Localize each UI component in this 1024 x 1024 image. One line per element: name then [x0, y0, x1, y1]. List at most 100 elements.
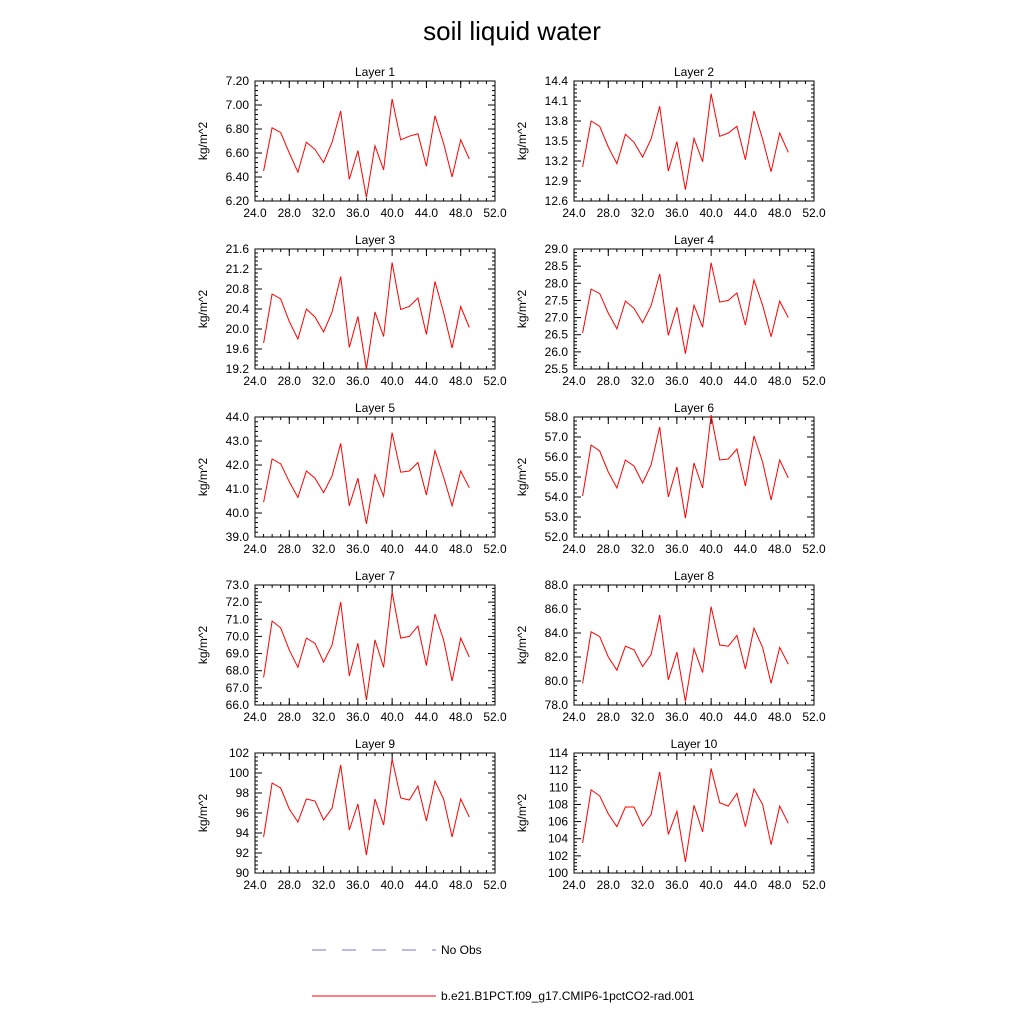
y-tick-label: 14.4 [545, 74, 569, 88]
x-tick-label: 40.0 [699, 374, 723, 388]
y-tick-label: 27.5 [545, 293, 569, 307]
y-tick-label: 112 [549, 763, 568, 777]
x-tick-label: 24.0 [243, 542, 267, 556]
x-tick-label: 40.0 [699, 206, 723, 220]
x-tick-label: 40.0 [380, 206, 404, 220]
y-tick-label: 58.0 [545, 410, 569, 424]
series-line [263, 262, 470, 370]
x-tick-label: 24.0 [562, 374, 586, 388]
y-axis-label: kg/m^2 [515, 626, 529, 665]
y-tick-label: 20.8 [226, 282, 250, 296]
x-tick-label: 52.0 [802, 542, 826, 556]
y-tick-label: 6.80 [226, 122, 250, 136]
x-tick-label: 28.0 [597, 374, 621, 388]
y-tick-label: 110 [549, 780, 568, 794]
y-tick-label: 21.2 [226, 262, 250, 276]
panel-layer-9: Layer 9 kg/m^2 24.0 28.0 32.0 36.0 40.0 44.0 48.… [196, 737, 507, 892]
x-tick-label: 48.0 [768, 374, 792, 388]
y-tick-label: 13.2 [545, 154, 569, 168]
x-tick-label: 28.0 [597, 710, 621, 724]
panel-layer-3: Layer 3 kg/m^2 24.0 28.0 32.0 36.0 40.0 44.0 48.… [196, 233, 507, 388]
x-tick-label: 28.0 [278, 878, 302, 892]
panel-layer-7: Layer 7 kg/m^2 24.0 28.0 32.0 36.0 40.0 44.0 48.… [196, 569, 507, 724]
y-tick-label: 71.0 [226, 612, 250, 626]
y-tick-label: 102 [229, 746, 249, 760]
x-tick-label: 52.0 [802, 878, 826, 892]
x-tick-label: 36.0 [346, 374, 370, 388]
y-tick-label: 68.0 [226, 664, 250, 678]
x-tick-label: 52.0 [483, 710, 507, 724]
y-tick-label: 26.0 [545, 345, 569, 359]
series-line [582, 606, 789, 702]
x-tick-label: 24.0 [562, 542, 586, 556]
series-line [582, 768, 789, 862]
x-tick-label: 32.0 [631, 878, 655, 892]
series-line [582, 262, 789, 354]
y-tick-label: 102 [548, 849, 568, 863]
y-tick-label: 80.0 [545, 674, 569, 688]
y-tick-label: 20.4 [226, 302, 250, 316]
plot-frame [254, 752, 496, 874]
x-tick-label: 36.0 [665, 710, 689, 724]
x-tick-label: 32.0 [312, 878, 336, 892]
y-tick-label: 28.5 [545, 259, 569, 273]
y-tick-label: 69.0 [226, 647, 250, 661]
y-tick-label: 19.6 [226, 342, 250, 356]
series-line [263, 591, 470, 700]
y-tick-label: 72.0 [226, 595, 250, 609]
x-tick-label: 44.0 [415, 542, 439, 556]
x-tick-label: 32.0 [312, 374, 336, 388]
y-tick-label: 7.20 [226, 74, 250, 88]
x-tick-label: 40.0 [699, 878, 723, 892]
y-tick-label: 55.0 [545, 470, 569, 484]
y-tick-label: 73.0 [226, 578, 250, 592]
y-tick-label: 82.0 [545, 650, 569, 664]
x-tick-label: 36.0 [346, 878, 370, 892]
x-tick-label: 44.0 [734, 710, 758, 724]
x-tick-label: 32.0 [312, 206, 336, 220]
y-tick-label: 19.2 [226, 362, 250, 376]
y-tick-label: 86.0 [545, 602, 569, 616]
y-axis-label: kg/m^2 [196, 290, 210, 329]
y-tick-label: 13.8 [545, 114, 569, 128]
legend-label-run: b.e21.B1PCT.f09_g17.CMIP6-1pctCO2-rad.00… [441, 989, 695, 1003]
y-tick-label: 78.0 [545, 698, 569, 712]
y-tick-label: 94 [236, 826, 250, 840]
x-tick-label: 28.0 [278, 710, 302, 724]
y-tick-label: 108 [548, 797, 568, 811]
panel-title: Layer 3 [355, 233, 395, 247]
x-tick-label: 36.0 [346, 542, 370, 556]
x-tick-label: 24.0 [243, 206, 267, 220]
y-tick-label: 88.0 [545, 578, 569, 592]
y-tick-label: 66.0 [226, 698, 250, 712]
x-tick-label: 32.0 [631, 710, 655, 724]
x-tick-label: 52.0 [483, 206, 507, 220]
x-tick-label: 48.0 [768, 206, 792, 220]
panel-title: Layer 10 [671, 737, 718, 751]
panel-title: Layer 1 [355, 65, 395, 79]
y-tick-label: 28.0 [545, 276, 569, 290]
y-tick-label: 29.0 [545, 242, 569, 256]
x-tick-label: 52.0 [483, 374, 507, 388]
x-tick-label: 32.0 [312, 542, 336, 556]
x-tick-label: 24.0 [562, 206, 586, 220]
x-tick-label: 40.0 [380, 878, 404, 892]
x-tick-label: 44.0 [734, 878, 758, 892]
panel-title: Layer 2 [674, 65, 714, 79]
y-tick-label: 56.0 [545, 450, 569, 464]
x-tick-label: 28.0 [278, 374, 302, 388]
series-line [263, 432, 470, 524]
panel-title: Layer 6 [674, 401, 714, 415]
y-tick-label: 41.0 [226, 482, 250, 496]
series-line [582, 414, 789, 519]
y-tick-label: 25.5 [545, 362, 569, 376]
y-tick-label: 6.20 [226, 194, 250, 208]
y-tick-label: 6.60 [226, 146, 250, 160]
x-tick-label: 52.0 [802, 374, 826, 388]
x-tick-label: 28.0 [278, 542, 302, 556]
y-tick-label: 57.0 [545, 430, 569, 444]
panel-layer-4: Layer 4 kg/m^2 24.0 28.0 32.0 36.0 40.0 44.0 48.… [515, 233, 826, 388]
y-tick-label: 70.0 [226, 629, 250, 643]
legend: No Obs b.e21.B1PCT.f09_g17.CMIP6-1pctCO2… [312, 943, 695, 1003]
